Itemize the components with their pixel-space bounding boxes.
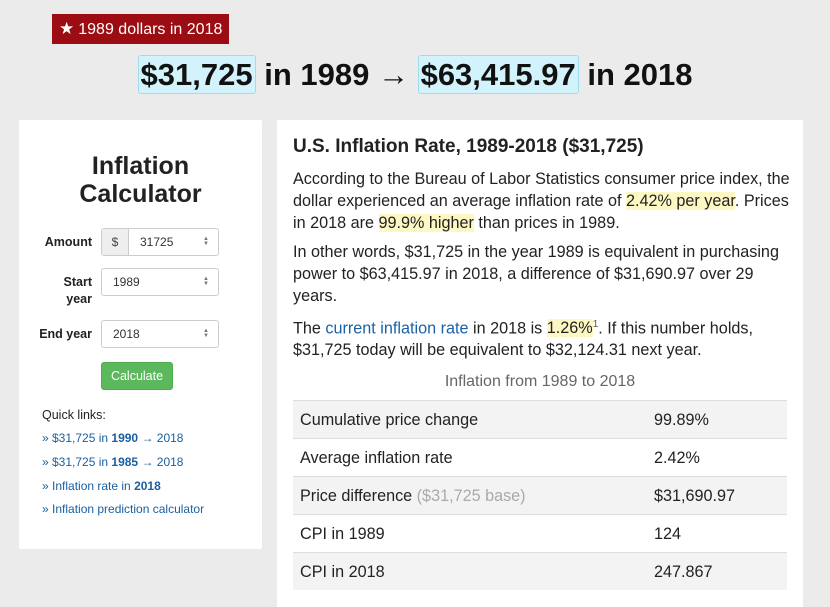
calculate-button[interactable]: Calculate: [101, 362, 173, 390]
quick-link-text: » Inflation rate in: [42, 479, 135, 493]
table-row: Price difference ($31,725 base) $31,690.…: [293, 476, 787, 514]
results-panel: U.S. Inflation Rate, 1989-2018 ($31,725)…: [277, 120, 803, 607]
headline-amount-from: $31,725: [137, 55, 256, 94]
footnote-marker[interactable]: 1: [592, 319, 599, 330]
quick-link-1985[interactable]: » $31,725 in 1985 → 2018: [42, 455, 183, 469]
stepper-icon[interactable]: ▲ ▼: [203, 276, 209, 287]
quick-link-text: → 2018: [138, 455, 184, 469]
table-row: Average inflation rate 2.42%: [293, 438, 787, 476]
start-year-label-line1: Start: [63, 275, 92, 289]
quick-link-text: » $31,725 in: [42, 431, 112, 445]
quick-link-year: 2018: [134, 479, 161, 493]
row-value: 2.42%: [654, 449, 700, 467]
summary-text: According to the Bureau of Labor Statist…: [293, 170, 790, 210]
amount-value: 31725: [140, 235, 174, 249]
badge-label: 1989 dollars in 2018: [78, 21, 223, 38]
results-title: U.S. Inflation Rate, 1989-2018 ($31,725): [293, 136, 644, 157]
quick-link-year: 1985: [111, 455, 139, 469]
row-value: 247.867: [654, 563, 713, 581]
row-value: 99.89%: [654, 411, 709, 429]
end-year-input[interactable]: 2018 ▲ ▼: [101, 320, 219, 348]
calculator-title-line2: Calculator: [79, 180, 202, 208]
row-label-text: Price difference: [300, 487, 417, 505]
start-year-value: 1989: [113, 275, 140, 289]
row-label: Cumulative price change: [300, 411, 479, 429]
table-row: Cumulative price change 99.89%: [293, 400, 787, 438]
row-label: CPI in 1989: [300, 525, 385, 543]
dollar-addon: $: [102, 229, 129, 255]
quick-link-text: » Inflation prediction calculator: [42, 502, 205, 516]
amount-label: Amount: [44, 235, 92, 249]
amount-input[interactable]: $ 31725 ▲ ▼: [101, 228, 219, 256]
start-year-input[interactable]: 1989 ▲ ▼: [101, 268, 219, 296]
row-label: Average inflation rate: [300, 449, 453, 467]
headline: $31,725 in 1989 → $63,415.97 in 2018: [0, 55, 830, 94]
headline-amount-to: $63,415.97: [417, 55, 579, 94]
headline-year-to: in 2018: [587, 57, 693, 92]
table-row: CPI in 2018 247.867: [293, 552, 787, 590]
inflation-table: Cumulative price change 99.89% Average i…: [293, 400, 787, 590]
current-inflation-rate-link[interactable]: current inflation rate: [325, 319, 469, 338]
row-value: $31,690.97: [654, 487, 736, 505]
row-label-note: ($31,725 base): [416, 487, 526, 505]
quick-link-1990[interactable]: » $31,725 in 1990 → 2018: [42, 431, 183, 445]
stepper-icon[interactable]: ▲ ▼: [203, 328, 209, 339]
summary-paragraph: According to the Bureau of Labor Statist…: [293, 168, 793, 234]
quick-link-inflation-rate[interactable]: » Inflation rate in 2018: [42, 479, 161, 493]
headline-year-from: in 1989: [264, 57, 370, 92]
quick-links-label: Quick links:: [42, 408, 106, 422]
quick-link-text: » $31,725 in: [42, 455, 112, 469]
current-rate-text: The: [293, 319, 326, 338]
table-row: CPI in 1989 124: [293, 514, 787, 552]
end-year-label: End year: [39, 327, 92, 341]
start-year-label-line2: year: [66, 292, 92, 306]
current-rate-text: in 2018 is: [468, 319, 547, 338]
row-value: 124: [654, 525, 682, 543]
current-rate-text: . If this number holds, $31,725 today wi…: [293, 319, 754, 360]
calculator-panel: Inflation Calculator Amount $ 31725 ▲ ▼ S…: [19, 120, 262, 549]
price-change-highlight: 99.9% higher: [378, 214, 474, 232]
arrow-right-icon: →: [377, 57, 409, 92]
quick-link-prediction-calculator[interactable]: » Inflation prediction calculator: [42, 502, 204, 516]
summary-text: . Prices in 2018 are: [293, 192, 789, 232]
page-badge: ★ 1989 dollars in 2018: [52, 14, 229, 44]
row-label: CPI in 2018: [300, 563, 385, 581]
stepper-icon[interactable]: ▲ ▼: [203, 236, 209, 247]
quick-link-text: → 2018: [138, 431, 184, 445]
equivalence-paragraph: In other words, $31,725 in the year 1989…: [293, 243, 779, 305]
summary-text: than prices in 1989.: [473, 214, 620, 232]
start-year-label: Start year: [64, 274, 92, 308]
end-year-value: 2018: [113, 327, 140, 341]
calculator-title-line1: Inflation: [91, 152, 190, 180]
quick-link-year: 1990: [111, 431, 139, 445]
star-icon: ★: [59, 19, 75, 38]
row-label: Price difference ($31,725 base): [300, 477, 526, 515]
current-rate-highlight: 1.26%: [546, 319, 593, 338]
table-caption: Inflation from 1989 to 2018: [444, 373, 636, 390]
avg-rate-highlight: 2.42% per year: [625, 192, 735, 210]
current-rate-paragraph: The current inflation rate in 2018 is 1.…: [293, 314, 793, 361]
calculator-title: Inflation Calculator: [19, 152, 262, 208]
